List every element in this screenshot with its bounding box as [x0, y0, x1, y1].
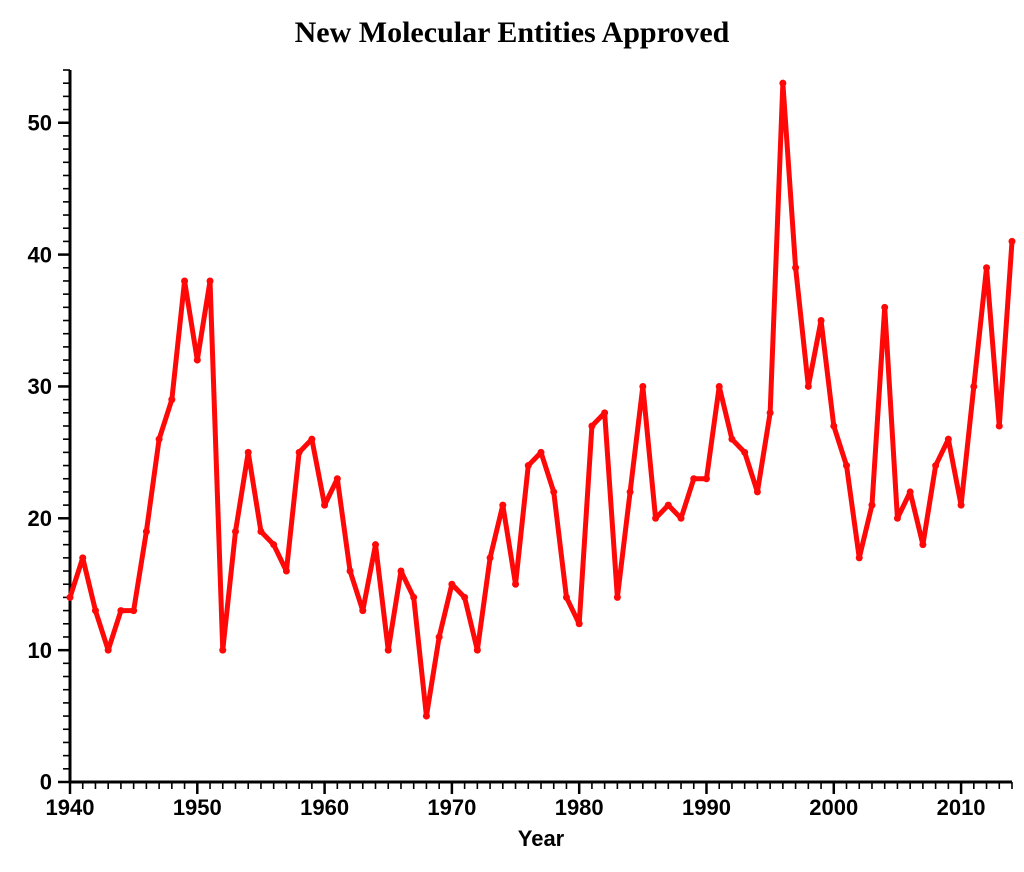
- chart-title: New Molecular Entities Approved: [295, 16, 730, 49]
- chart-container: { "chart": { "type": "line", "title": "N…: [0, 0, 1024, 872]
- data-point: [932, 462, 939, 469]
- data-point: [308, 436, 315, 443]
- data-point: [232, 528, 239, 535]
- data-point: [487, 554, 494, 561]
- data-point: [423, 713, 430, 720]
- data-point: [907, 488, 914, 495]
- data-point: [181, 277, 188, 284]
- data-point: [372, 541, 379, 548]
- data-series: [67, 80, 1016, 720]
- data-point: [461, 594, 468, 601]
- data-point: [627, 488, 634, 495]
- data-point: [830, 423, 837, 430]
- data-point: [397, 568, 404, 575]
- data-point: [448, 581, 455, 588]
- x-tick-label: 1970: [427, 795, 476, 820]
- data-point: [130, 607, 137, 614]
- data-point: [970, 383, 977, 390]
- data-point: [219, 647, 226, 654]
- data-point: [779, 80, 786, 87]
- data-point: [410, 594, 417, 601]
- data-point: [614, 594, 621, 601]
- data-point: [652, 515, 659, 522]
- data-point: [194, 357, 201, 364]
- data-point: [958, 502, 965, 509]
- x-tick-label: 1990: [682, 795, 731, 820]
- data-point: [754, 488, 761, 495]
- data-point: [945, 436, 952, 443]
- data-point: [79, 554, 86, 561]
- x-tick-label: 1980: [555, 795, 604, 820]
- data-point: [805, 383, 812, 390]
- y-tick-label: 10: [28, 638, 52, 663]
- data-point: [919, 541, 926, 548]
- data-point: [563, 594, 570, 601]
- data-point: [856, 554, 863, 561]
- data-point: [881, 304, 888, 311]
- x-tick-label: 1950: [173, 795, 222, 820]
- y-tick-label: 30: [28, 374, 52, 399]
- data-point: [588, 423, 595, 430]
- axes: 1940 1950 1960 1970 1980 1990 2000 2010 0 10 20 30 4…: [28, 70, 1012, 820]
- data-point: [207, 277, 214, 284]
- y-tick-label: 40: [28, 242, 52, 267]
- chart-svg: 1940 1950 1960 1970 1980 1990 2000 2010 0 10 20 30 4…: [0, 0, 1024, 872]
- data-point: [321, 502, 328, 509]
- data-point: [257, 528, 264, 535]
- data-point: [512, 581, 519, 588]
- data-point: [792, 264, 799, 271]
- x-tick-label: 2010: [937, 795, 986, 820]
- y-tick-label: 50: [28, 110, 52, 135]
- data-point: [436, 633, 443, 640]
- data-point: [665, 502, 672, 509]
- data-point: [67, 594, 74, 601]
- data-point: [156, 436, 163, 443]
- x-tick-label: 1940: [46, 795, 95, 820]
- data-point: [601, 409, 608, 416]
- data-point: [245, 449, 252, 456]
- data-point: [296, 449, 303, 456]
- series-line: [70, 83, 1012, 716]
- x-axis-label: Year: [518, 826, 565, 851]
- data-point: [767, 409, 774, 416]
- data-point: [117, 607, 124, 614]
- data-point: [843, 462, 850, 469]
- data-point: [499, 502, 506, 509]
- data-point: [576, 620, 583, 627]
- x-tick-label: 1960: [300, 795, 349, 820]
- data-point: [359, 607, 366, 614]
- y-tick-label: 0: [40, 770, 52, 795]
- data-point: [550, 488, 557, 495]
- data-point: [1009, 238, 1016, 245]
- data-point: [818, 317, 825, 324]
- data-point: [728, 436, 735, 443]
- data-point: [996, 423, 1003, 430]
- data-point: [525, 462, 532, 469]
- data-point: [538, 449, 545, 456]
- data-point: [334, 475, 341, 482]
- data-point: [168, 396, 175, 403]
- x-tick-label: 2000: [809, 795, 858, 820]
- data-point: [741, 449, 748, 456]
- data-point: [868, 502, 875, 509]
- data-point: [385, 647, 392, 654]
- data-point: [690, 475, 697, 482]
- data-point: [703, 475, 710, 482]
- data-point: [270, 541, 277, 548]
- data-point: [143, 528, 150, 535]
- data-point: [92, 607, 99, 614]
- data-point: [283, 568, 290, 575]
- data-point: [894, 515, 901, 522]
- data-point: [639, 383, 646, 390]
- data-point: [716, 383, 723, 390]
- y-tick-label: 20: [28, 506, 52, 531]
- data-point: [347, 568, 354, 575]
- data-point: [105, 647, 112, 654]
- data-point: [474, 647, 481, 654]
- data-point: [678, 515, 685, 522]
- data-point: [983, 264, 990, 271]
